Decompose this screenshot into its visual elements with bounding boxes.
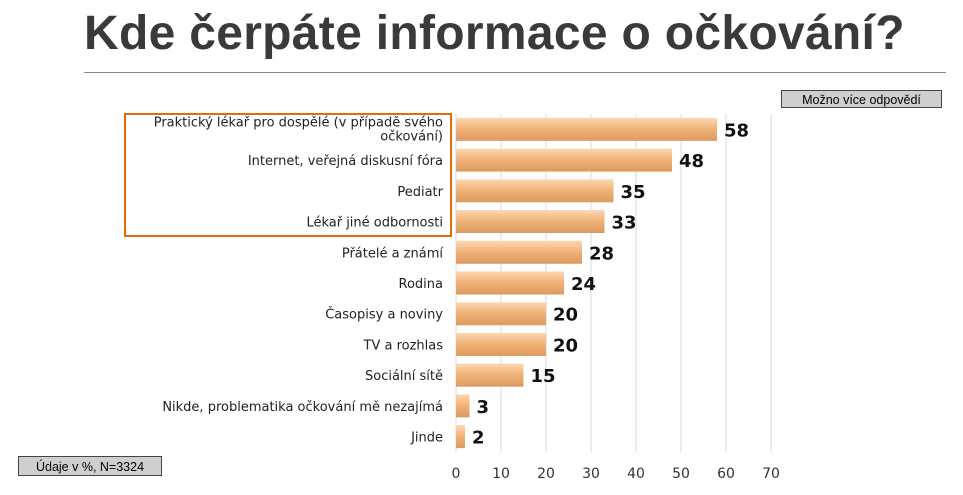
bar — [456, 240, 582, 264]
value-label: 24 — [571, 274, 596, 295]
x-tick-label: 30 — [582, 466, 600, 482]
value-label: 3 — [477, 397, 490, 418]
value-label: 35 — [621, 182, 646, 203]
value-label: 28 — [589, 243, 614, 264]
category-label: TV a rozhlas — [363, 338, 444, 353]
bar — [456, 302, 546, 326]
x-tick-label: 0 — [452, 466, 461, 482]
x-tick-label: 20 — [537, 466, 555, 482]
category-labels: Praktický lékař pro dospělé (v případě s… — [154, 115, 444, 445]
category-label: očkování) — [380, 129, 443, 144]
x-tick-label: 10 — [492, 466, 510, 482]
value-label: 58 — [724, 120, 749, 141]
page-title: Kde čerpáte informace o očkování? — [84, 7, 905, 60]
category-label: Praktický lékař pro dospělé (v případě s… — [154, 115, 443, 130]
bar — [456, 117, 717, 141]
title-divider — [84, 72, 946, 73]
category-label: Pediatr — [397, 185, 443, 200]
bar — [456, 425, 465, 449]
category-label: Rodina — [399, 277, 443, 292]
value-label: 48 — [679, 151, 704, 172]
bar — [456, 271, 564, 295]
bar — [456, 148, 672, 172]
category-label: Časopisy a noviny — [325, 307, 443, 323]
multiple-answers-note: Možno více odpovědí — [781, 90, 942, 108]
category-label: Lékař jiné odbornosti — [306, 216, 443, 231]
x-tick-label: 60 — [717, 466, 735, 482]
category-label: Internet, veřejná diskusní fóra — [248, 154, 443, 169]
value-label: 20 — [553, 335, 578, 356]
sample-size-note: Údaje v %, N=3324 — [18, 456, 162, 476]
x-tick-label: 50 — [672, 466, 690, 482]
x-axis-ticks: 0 10 20 30 40 50 60 70 — [452, 466, 780, 482]
x-tick-label: 40 — [627, 466, 645, 482]
bar — [456, 210, 605, 234]
value-label: 15 — [531, 366, 556, 387]
bars — [456, 117, 717, 449]
value-label: 33 — [612, 213, 637, 234]
category-label: Sociální sítě — [365, 369, 443, 384]
category-label: Přátelé a známí — [342, 246, 444, 261]
bar — [456, 363, 524, 387]
bar — [456, 394, 470, 418]
value-label: 2 — [472, 428, 485, 449]
bar — [456, 332, 546, 356]
category-label: Jinde — [410, 431, 443, 446]
highlight-frame — [124, 113, 452, 237]
x-tick-label: 70 — [762, 466, 780, 482]
category-label: Nikde, problematika očkování mě nezajímá — [162, 400, 443, 415]
bar — [456, 179, 614, 203]
value-labels: 58 48 35 33 28 24 20 20 15 3 2 — [472, 120, 749, 448]
value-label: 20 — [553, 305, 578, 326]
